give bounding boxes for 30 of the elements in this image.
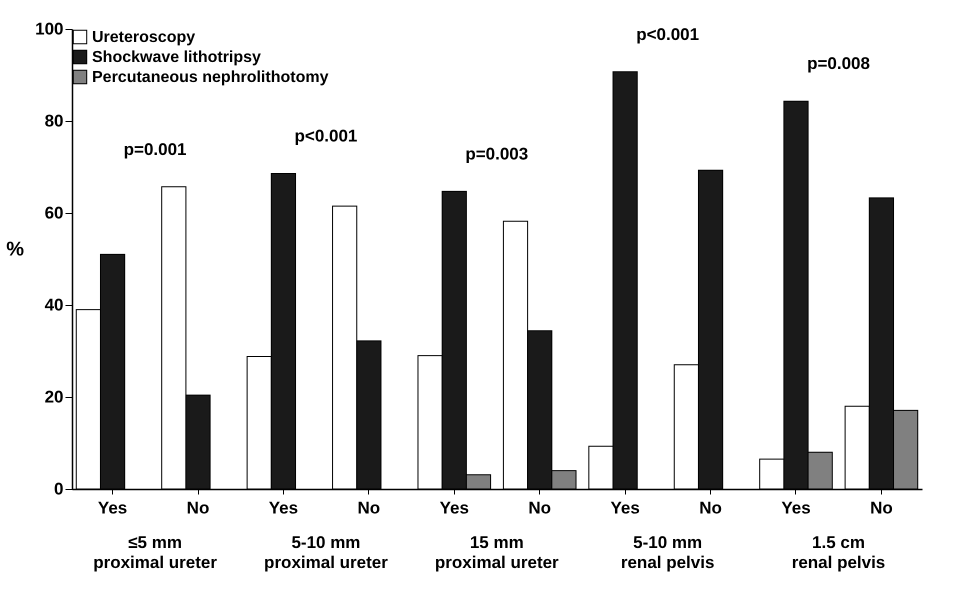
y-tick-label: 0 <box>54 480 64 498</box>
text: 5-10 mm renal pelvis <box>620 533 714 572</box>
x-tick-label: No <box>870 498 893 518</box>
text: 5-10 mm proximal ureter <box>264 533 388 572</box>
x-tick-label: No <box>528 498 552 518</box>
x-tick-label: No <box>358 498 380 518</box>
y-tick-label: 100 <box>35 20 64 38</box>
x-tick-label: Yes <box>98 498 128 518</box>
annotation: p=0.008 <box>807 54 870 74</box>
y-tick-label: 80 <box>44 112 64 130</box>
y-axis-title: % <box>6 238 24 260</box>
legend-label: Percutaneous nephrolithotomy <box>92 69 329 86</box>
annotation: p<0.001 <box>294 126 358 146</box>
y-tick-label: 60 <box>44 204 64 222</box>
annotation: p<0.001 <box>636 24 700 44</box>
y-tick-label: 40 <box>44 296 64 314</box>
text: 1.5 cm renal pelvis <box>792 533 886 572</box>
x-tick-label: No <box>699 498 722 518</box>
legend-label: Shockwave lithotripsy <box>92 49 262 66</box>
annotation: p=0.003 <box>465 144 528 164</box>
x-tick-label: Yes <box>610 498 640 518</box>
text: 15 mm proximal ureter <box>434 533 560 572</box>
x-tick-label: Yes <box>781 498 811 518</box>
x-tick-label: Yes <box>268 498 298 518</box>
x-tick-label: No <box>186 498 210 518</box>
legend-label: Ureteroscopy <box>92 29 196 46</box>
text: ≤5 mm proximal ureter <box>93 533 218 572</box>
annotation: p=0.001 <box>124 140 187 159</box>
x-tick-label: Yes <box>440 498 469 518</box>
y-tick-label: 20 <box>44 388 64 406</box>
